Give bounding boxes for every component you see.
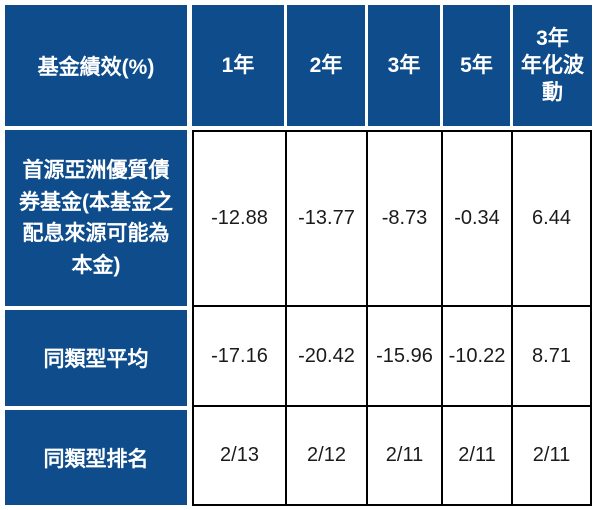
value-grid: -12.88 -13.77 -8.73 -0.34 6.44 -17.16 -2… (192, 130, 592, 506)
row-label-category-average: 同類型平均 (5, 310, 187, 406)
column-header-2-year: 2年 (287, 5, 368, 126)
value-cell-rank-5y: 2/11 (443, 407, 513, 506)
column-header-1-year: 1年 (192, 5, 287, 126)
value-cell-fund-1y: -12.88 (192, 130, 287, 307)
label-column: 基金績效(%) 首源亞洲優質債 券基金(本基金之 配息來源可能為 本金) 同類型… (5, 5, 187, 506)
value-cell-fund-5y: -0.34 (443, 130, 513, 307)
value-cell-rank-1y: 2/13 (192, 407, 287, 506)
column-header-row: 1年 2年 3年 5年 3年 年化波 動 (192, 5, 592, 126)
column-header-3-year-annualized-volatility: 3年 年化波 動 (513, 5, 592, 126)
row-label-fund-name: 首源亞洲優質債 券基金(本基金之 配息來源可能為 本金) (5, 130, 187, 306)
value-cell-fund-2y: -13.77 (287, 130, 368, 307)
value-cell-average-1y: -17.16 (192, 307, 287, 407)
value-cell-fund-3y: -8.73 (368, 130, 443, 307)
value-cell-rank-2y: 2/12 (287, 407, 368, 506)
value-cell-average-5y: -10.22 (443, 307, 513, 407)
row-label-category-rank: 同類型排名 (5, 410, 187, 505)
value-cell-fund-volatility: 6.44 (513, 130, 592, 307)
column-header-5-year: 5年 (443, 5, 513, 126)
value-cell-average-volatility: 8.71 (513, 307, 592, 407)
corner-header-fund-performance: 基金績效(%) (5, 5, 187, 126)
data-section: 1年 2年 3年 5年 3年 年化波 動 -12.88 -13.77 -8.73… (192, 5, 592, 506)
value-cell-rank-volatility: 2/11 (513, 407, 592, 506)
value-cell-rank-3y: 2/11 (368, 407, 443, 506)
value-cell-average-3y: -15.96 (368, 307, 443, 407)
column-header-3-year: 3年 (368, 5, 443, 126)
value-cell-average-2y: -20.42 (287, 307, 368, 407)
